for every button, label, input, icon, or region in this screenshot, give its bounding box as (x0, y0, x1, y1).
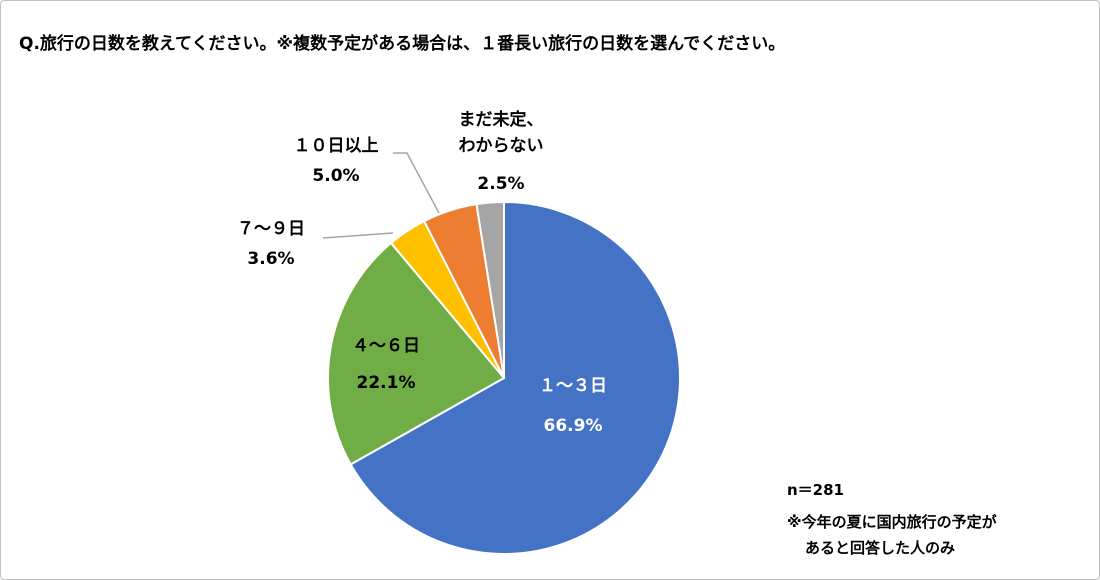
value-label: 2.5% (477, 174, 525, 194)
value-label: 66.9% (543, 416, 603, 436)
note: あると回答した人のみ (805, 539, 956, 557)
slice-label: ４～６日 (352, 336, 420, 356)
pie-slice (475, 200, 505, 379)
slice-label: まだ未定、 わからない (458, 110, 544, 156)
pie-slice (327, 241, 506, 466)
chart-title: Q.旅行の日数を教えてください。※複数予定がある場合は、１番長い旅行の日数を選ん… (19, 34, 786, 54)
note: n＝281 (787, 481, 844, 499)
slice-label: ７～９日 (237, 219, 305, 239)
leader-line (393, 152, 440, 214)
value-label: 3.6% (247, 249, 295, 269)
leader-line (322, 232, 394, 239)
slice-label: １～３日 (539, 376, 607, 396)
pie-slice (349, 200, 681, 555)
value-label: 22.1% (356, 373, 416, 393)
value-label: 5.0% (312, 166, 360, 186)
slice-label: １０日以上 (293, 136, 379, 156)
note: ※今年の夏に国内旅行の予定が (787, 513, 997, 531)
